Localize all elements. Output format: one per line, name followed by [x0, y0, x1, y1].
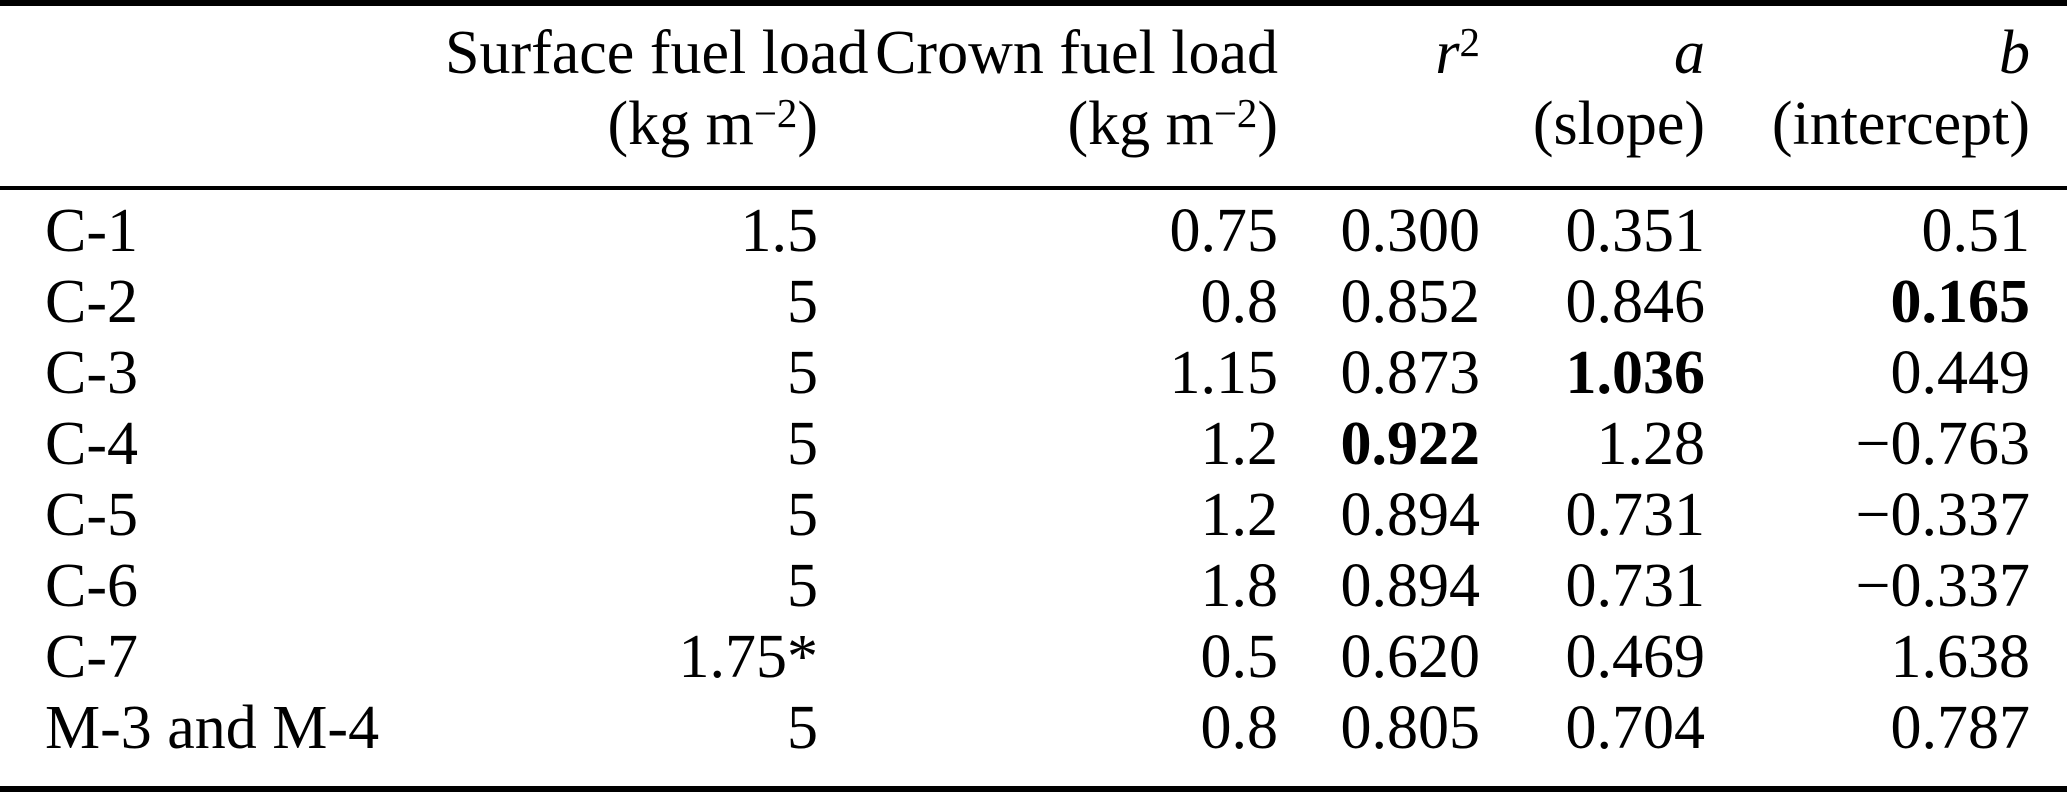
table-header: Surface fuel load (kg m−2) Crown fuel lo… [0, 3, 2067, 190]
surface-fuel-load-cell: 5 [787, 339, 818, 407]
r-squared-cell: 0.894 [1340, 481, 1481, 549]
crown-fuel-load-cell: 0.8 [1200, 694, 1279, 762]
slope-cell: 0.731 [1565, 552, 1706, 620]
crown-fuel-load-cell: 0.5 [1200, 623, 1279, 691]
slope-cell: 0.846 [1565, 268, 1706, 336]
r-symbol: r [1435, 19, 1460, 87]
slope-cell: 0.731 [1565, 481, 1706, 549]
row-label-cell: C-7 [45, 623, 138, 691]
header-a-slope: a (slope) [1480, 3, 1705, 190]
row-label-cell: C-6 [45, 552, 138, 620]
row-label-cell: C-1 [45, 197, 138, 265]
r-squared-cell: 0.922 [1340, 410, 1481, 478]
intercept-cell: −0.337 [1855, 552, 2030, 620]
surface-fuel-load-cell: 5 [787, 410, 818, 478]
b-symbol: b [1999, 19, 2030, 87]
r-squared-cell: 0.620 [1340, 623, 1481, 691]
surface-fuel-load-cell: 5 [787, 552, 818, 620]
slope-cell: 0.351 [1565, 197, 1706, 265]
header-row: Surface fuel load (kg m−2) Crown fuel lo… [0, 3, 2067, 190]
crown-fuel-load-cell: 0.75 [1169, 197, 1279, 265]
row-label-cell: C-5 [45, 481, 138, 549]
intercept-cell: −0.763 [1855, 410, 2030, 478]
surface-unit-exponent: −2 [753, 90, 798, 136]
table-row: C-6 5 1.8 0.894 0.731 −0.337 [0, 551, 2067, 622]
intercept-cell: 1.638 [1890, 623, 2031, 691]
intercept-cell: 0.449 [1890, 339, 2031, 407]
r-squared-cell: 0.894 [1340, 552, 1481, 620]
row-label-cell: M-3 and M-4 [45, 694, 380, 762]
row-label-cell: C-4 [45, 410, 138, 478]
header-r-squared: r2 [1278, 3, 1480, 190]
r-squared-cell: 0.805 [1340, 694, 1481, 762]
row-label-cell: C-2 [45, 268, 138, 336]
surface-fuel-load-cell: 5 [787, 268, 818, 336]
table-body: C-1 1.5 0.75 0.300 0.351 0.51 C-2 5 0.8 … [0, 188, 2067, 789]
surface-fuel-load-cell: 1.75* [678, 623, 819, 691]
r-squared-cell: 0.873 [1340, 339, 1481, 407]
intercept-cell: 0.787 [1890, 694, 2031, 762]
crown-fuel-load-cell: 1.15 [1169, 339, 1279, 407]
header-surface-unit: (kg m−2) [607, 90, 818, 158]
surface-fuel-load-cell: 5 [787, 694, 818, 762]
surface-fuel-load-cell: 5 [787, 481, 818, 549]
row-label-cell: C-3 [45, 339, 138, 407]
r-squared-cell: 0.300 [1340, 197, 1481, 265]
slope-cell: 1.036 [1565, 339, 1706, 407]
table-row: C-1 1.5 0.75 0.300 0.351 0.51 [0, 188, 2067, 267]
crown-fuel-load-cell: 0.8 [1200, 268, 1279, 336]
header-crown-fuel-load: Crown fuel load (kg m−2) [818, 3, 1278, 190]
header-crown-unit: (kg m−2) [1067, 90, 1278, 158]
table-row: C-7 1.75* 0.5 0.620 0.469 1.638 [0, 622, 2067, 693]
header-surface-fuel-load: Surface fuel load (kg m−2) [445, 3, 869, 190]
r-squared-cell: 0.852 [1340, 268, 1481, 336]
a-symbol: a [1674, 19, 1705, 87]
r-squared-exponent: 2 [1459, 19, 1480, 65]
b-caption: (intercept) [1771, 90, 2030, 158]
table-row: C-5 5 1.2 0.894 0.731 −0.337 [0, 480, 2067, 551]
slope-cell: 0.469 [1565, 623, 1706, 691]
slope-cell: 1.28 [1596, 410, 1706, 478]
header-row-label [0, 3, 445, 190]
intercept-cell: 0.51 [1921, 197, 2031, 265]
crown-fuel-load-cell: 1.2 [1200, 481, 1279, 549]
crown-fuel-load-cell: 1.2 [1200, 410, 1279, 478]
intercept-cell: 0.165 [1890, 268, 2031, 336]
header-b-intercept: b (intercept) [1705, 3, 2067, 190]
surface-fuel-load-cell: 1.5 [740, 197, 819, 265]
table-row: C-4 5 1.2 0.922 1.28 −0.763 [0, 409, 2067, 480]
table-row: M-3 and M-4 5 0.8 0.805 0.704 0.787 [0, 693, 2067, 789]
crown-fuel-load-cell: 1.8 [1200, 552, 1279, 620]
crown-unit-exponent: −2 [1213, 90, 1258, 136]
slope-cell: 0.704 [1565, 694, 1706, 762]
table-row: C-2 5 0.8 0.852 0.846 0.165 [0, 267, 2067, 338]
header-surface-title: Surface fuel load [445, 19, 869, 87]
header-crown-title: Crown fuel load [875, 19, 1278, 87]
table-row: C-3 5 1.15 0.873 1.036 0.449 [0, 338, 2067, 409]
intercept-cell: −0.337 [1855, 481, 2030, 549]
a-caption: (slope) [1532, 90, 1705, 158]
